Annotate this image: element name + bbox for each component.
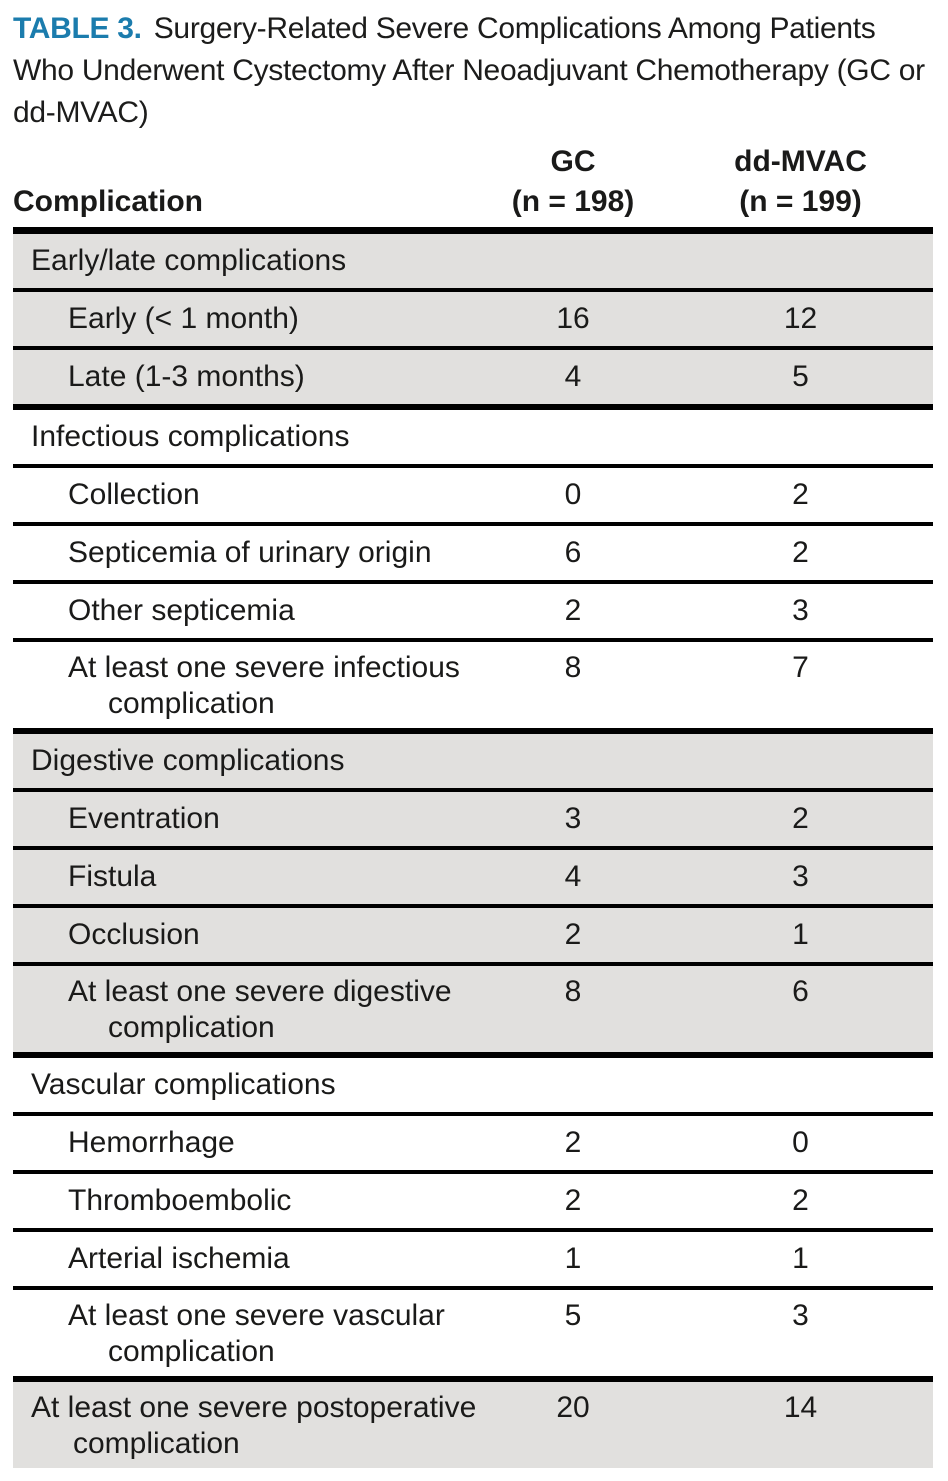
header-mvac-name: dd-MVAC — [734, 145, 867, 178]
table-row: Collection 0 2 — [13, 464, 933, 522]
section-name: Digestive complications — [31, 744, 345, 777]
header-gc-column: GC (n = 198) — [478, 142, 668, 222]
row-label: Other septicemia — [68, 594, 295, 627]
row-label: At least one severe vascular complicatio… — [68, 1299, 445, 1368]
mvac-value: 6 — [792, 975, 809, 1008]
table-row: Other septicemia 2 3 — [13, 580, 933, 638]
mvac-value: 1 — [792, 918, 809, 951]
table-caption-text: Surgery-Related Severe Complications Amo… — [13, 12, 925, 129]
section-header-vascular: Vascular complications — [13, 1052, 933, 1112]
mvac-value: 1 — [792, 1242, 809, 1275]
table-caption: TABLE 3. Surgery-Related Severe Complicat… — [13, 8, 929, 134]
mvac-value: 7 — [792, 651, 809, 684]
row-label: Late (1-3 months) — [68, 360, 305, 393]
header-mvac-n: (n = 199) — [739, 185, 862, 218]
table-row: Thromboembolic 2 2 — [13, 1170, 933, 1228]
gc-value: 6 — [564, 536, 582, 569]
gc-value: 16 — [556, 302, 590, 335]
header-gc-name: GC — [550, 145, 596, 178]
mvac-value: 2 — [792, 478, 809, 511]
header-gc-n: (n = 198) — [511, 185, 635, 218]
row-label: Early (< 1 month) — [68, 302, 299, 335]
table-row: Arterial ischemia 1 1 — [13, 1228, 933, 1286]
mvac-value: 0 — [792, 1126, 809, 1159]
table-row: Fistula 4 3 — [13, 846, 933, 904]
row-label: At least one severe infectious complicat… — [68, 651, 460, 720]
gc-value: 8 — [564, 651, 582, 684]
table-row: Septicemia of urinary origin 6 2 — [13, 522, 933, 580]
row-label: Arterial ischemia — [68, 1242, 290, 1275]
section-name: Vascular complications — [31, 1068, 336, 1101]
mvac-value: 12 — [783, 302, 818, 335]
header-mvac-column: dd-MVAC (n = 199) — [668, 142, 933, 222]
mvac-value: 2 — [792, 802, 809, 835]
gc-value: 2 — [564, 918, 582, 951]
mvac-value: 14 — [783, 1391, 818, 1424]
total-row: At least one severe postoperative compli… — [13, 1376, 933, 1468]
gc-value: 0 — [564, 478, 582, 511]
gc-value: 2 — [564, 1126, 582, 1159]
row-label: At least one severe digestive complicati… — [68, 975, 452, 1044]
table-number-label: TABLE 3. — [13, 12, 142, 45]
row-label: Septicemia of urinary origin — [68, 536, 432, 569]
table-row: At least one severe vascular complicatio… — [13, 1286, 933, 1376]
row-label: Occlusion — [68, 918, 200, 951]
gc-value: 5 — [564, 1299, 582, 1332]
mvac-value: 2 — [792, 536, 809, 569]
mvac-value: 2 — [792, 1184, 809, 1217]
section-header-infectious: Infectious complications — [13, 404, 933, 464]
row-label: Hemorrhage — [68, 1126, 235, 1159]
row-label: Eventration — [68, 802, 220, 835]
mvac-value: 3 — [792, 860, 809, 893]
mvac-value: 3 — [792, 594, 809, 627]
gc-value: 4 — [564, 860, 582, 893]
table-row: Early (< 1 month) 16 12 — [13, 288, 933, 346]
table-header-row: Complication GC (n = 198) dd-MVAC (n = 1… — [13, 136, 933, 234]
table-row: Eventration 3 2 — [13, 788, 933, 846]
table-row: At least one severe digestive complicati… — [13, 962, 933, 1052]
row-label: At least one severe postoperative compli… — [31, 1391, 477, 1460]
table-row: Occlusion 2 1 — [13, 904, 933, 962]
gc-value: 2 — [564, 594, 582, 627]
table-row: At least one severe infectious complicat… — [13, 638, 933, 728]
table-row: Late (1-3 months) 4 5 — [13, 346, 933, 404]
gc-value: 3 — [564, 802, 582, 835]
row-label: Thromboembolic — [68, 1184, 292, 1217]
row-label: Fistula — [68, 860, 157, 893]
gc-value: 1 — [564, 1242, 582, 1275]
gc-value: 8 — [564, 975, 582, 1008]
section-header-early-late: Early/late complications — [13, 234, 933, 288]
section-name: Early/late complications — [31, 244, 347, 277]
mvac-value: 3 — [792, 1299, 809, 1332]
gc-value: 20 — [556, 1391, 590, 1424]
row-label: Collection — [68, 478, 200, 511]
mvac-value: 5 — [792, 360, 809, 393]
table-row: Hemorrhage 2 0 — [13, 1112, 933, 1170]
section-header-digestive: Digestive complications — [13, 728, 933, 788]
gc-value: 2 — [564, 1184, 582, 1217]
header-complication: Complication — [13, 185, 204, 218]
gc-value: 4 — [564, 360, 582, 393]
section-name: Infectious complications — [31, 420, 350, 453]
